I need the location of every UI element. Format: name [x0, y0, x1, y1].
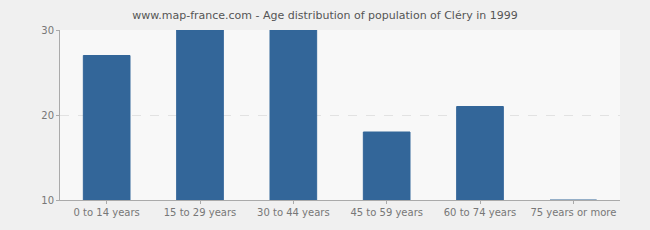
svg-text:20: 20 — [41, 110, 54, 121]
svg-text:10: 10 — [41, 195, 54, 206]
svg-text:30: 30 — [41, 25, 54, 36]
svg-text:www.map-france.com - Age distr: www.map-france.com - Age distribution of… — [132, 9, 518, 22]
svg-text:0 to 14 years: 0 to 14 years — [74, 207, 140, 218]
svg-text:60 to 74 years: 60 to 74 years — [444, 207, 517, 218]
svg-text:45 to 59 years: 45 to 59 years — [350, 207, 423, 218]
svg-text:75 years or more: 75 years or more — [530, 207, 616, 218]
svg-text:30 to 44 years: 30 to 44 years — [257, 207, 330, 218]
svg-text:15 to 29 years: 15 to 29 years — [164, 207, 237, 218]
